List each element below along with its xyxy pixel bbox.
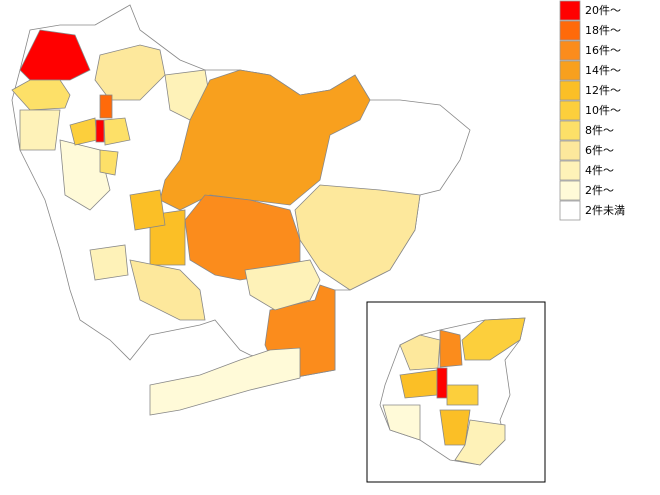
legend-label: 12件～	[585, 84, 621, 97]
region	[99, 94, 113, 119]
region	[461, 317, 526, 361]
region	[436, 367, 448, 399]
legend: 20件～ 18件～ 16件～ 14件～ 12件～ 10件～ 8件～ 6件～ 4件～ 2件～ 2件未満	[559, 0, 625, 221]
legend-label: 4件～	[585, 164, 614, 177]
region	[19, 29, 91, 81]
legend-label: 18件～	[585, 24, 621, 37]
legend-swatch	[559, 40, 581, 61]
region	[89, 244, 129, 281]
region	[244, 259, 321, 311]
region	[446, 384, 479, 406]
region	[294, 184, 421, 291]
legend-swatch	[559, 0, 581, 21]
region	[129, 259, 206, 321]
legend-label: 6件～	[585, 144, 614, 157]
legend-label: 20件～	[585, 4, 621, 17]
region	[439, 329, 463, 368]
legend-swatch	[559, 20, 581, 41]
region	[94, 44, 166, 101]
legend-swatch	[559, 140, 581, 161]
region	[399, 369, 438, 399]
region	[159, 69, 371, 211]
main-map	[11, 4, 471, 416]
legend-label: 2件未満	[585, 204, 625, 217]
region	[19, 109, 61, 151]
region	[399, 334, 441, 371]
legend-label: 16件～	[585, 44, 621, 57]
region	[103, 117, 131, 146]
region	[439, 409, 471, 446]
legend-label: 14件～	[585, 64, 621, 77]
legend-swatch	[559, 160, 581, 181]
legend-label: 2件～	[585, 184, 614, 197]
legend-swatch	[559, 180, 581, 201]
region	[382, 404, 421, 441]
legend-swatch	[559, 80, 581, 101]
inset-frame	[366, 301, 546, 483]
region	[99, 149, 119, 176]
legend-swatch	[559, 100, 581, 121]
region	[129, 189, 166, 231]
inset-map	[379, 317, 526, 466]
legend-swatch	[559, 120, 581, 141]
region	[95, 119, 105, 143]
legend-label: 8件～	[585, 124, 614, 137]
legend-swatch	[559, 200, 581, 221]
legend-swatch	[559, 60, 581, 81]
region	[454, 419, 506, 466]
region	[59, 139, 111, 211]
legend-label: 10件～	[585, 104, 621, 117]
region	[149, 347, 301, 416]
